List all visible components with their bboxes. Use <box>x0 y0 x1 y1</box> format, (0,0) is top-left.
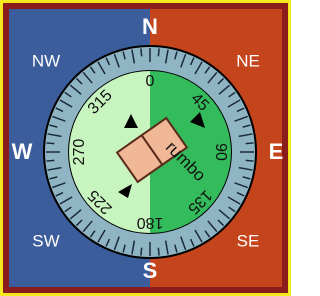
ring-tick <box>158 248 159 256</box>
north-label: N <box>142 14 158 39</box>
east-label: E <box>269 139 284 164</box>
southwest-label: SW <box>32 231 59 250</box>
degree-label: 0 <box>146 73 155 90</box>
southeast-label: SE <box>237 231 260 250</box>
ring-tick <box>158 48 159 56</box>
ring-tick <box>46 160 54 161</box>
degree-label: 90 <box>212 143 229 161</box>
west-label: W <box>12 139 33 164</box>
ring-tick <box>141 248 142 256</box>
ring-tick <box>46 143 54 144</box>
northeast-label: NE <box>236 51 260 70</box>
northwest-label: NW <box>32 51 60 70</box>
ring-tick <box>246 143 254 144</box>
degree-label: 180 <box>137 214 164 231</box>
south-label: S <box>143 258 158 283</box>
compass-icon: N S E W NW NE SW SE 04590135180225270315… <box>0 0 291 296</box>
degree-label: 270 <box>71 139 88 166</box>
ring-tick <box>246 160 254 161</box>
ring-tick <box>141 48 142 56</box>
